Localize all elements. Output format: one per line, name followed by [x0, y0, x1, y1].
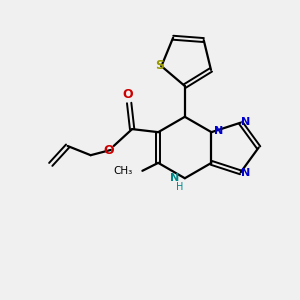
Text: O: O: [123, 88, 134, 100]
Text: H: H: [176, 182, 184, 192]
Text: N: N: [170, 173, 179, 183]
Text: CH₃: CH₃: [113, 166, 133, 176]
Text: N: N: [241, 168, 250, 178]
Text: O: O: [103, 144, 114, 158]
Text: N: N: [214, 126, 223, 136]
Text: S: S: [155, 59, 164, 72]
Text: N: N: [241, 117, 250, 127]
